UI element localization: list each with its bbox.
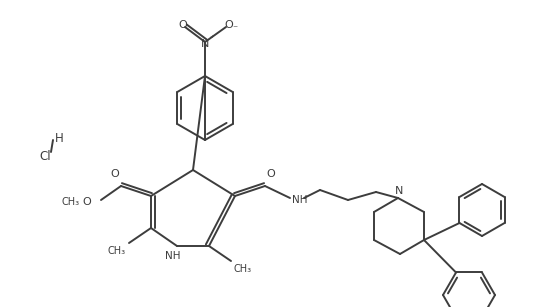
- Text: ⁻: ⁻: [233, 24, 238, 34]
- Text: NH: NH: [165, 251, 181, 261]
- Text: CH₃: CH₃: [108, 246, 126, 256]
- Text: O: O: [267, 169, 276, 179]
- Text: Cl: Cl: [39, 150, 51, 162]
- Text: O: O: [111, 169, 119, 179]
- Text: O: O: [179, 20, 188, 30]
- Text: N: N: [201, 39, 209, 49]
- Text: CH₃: CH₃: [234, 264, 252, 274]
- Text: CH₃: CH₃: [62, 197, 80, 207]
- Text: O: O: [224, 20, 233, 30]
- Text: ⁺: ⁺: [210, 33, 215, 42]
- Text: NH: NH: [292, 195, 308, 205]
- Text: O: O: [82, 197, 91, 207]
- Text: N: N: [395, 186, 403, 196]
- Text: H: H: [54, 131, 63, 145]
